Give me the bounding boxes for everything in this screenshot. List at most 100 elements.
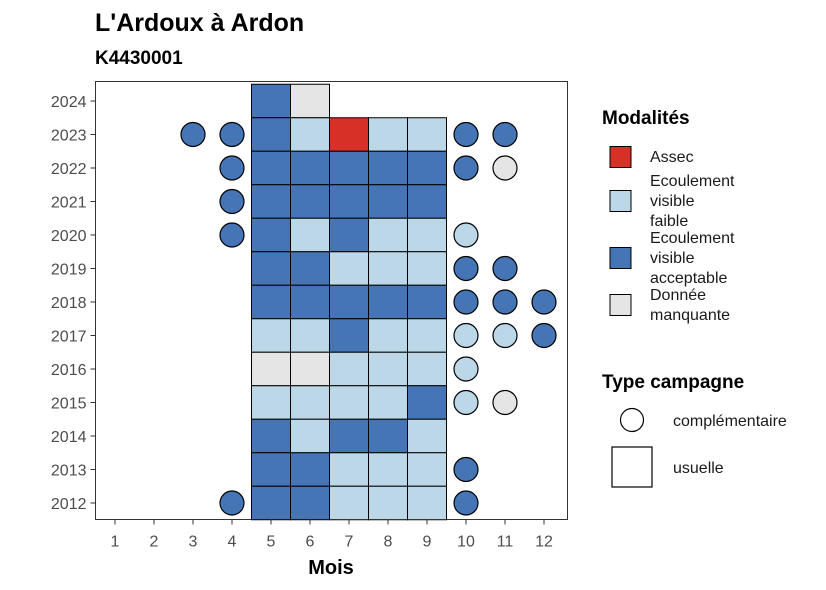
cell-usuelle-2013-7 [329, 452, 369, 487]
cell-usuelle-2019-8 [368, 251, 408, 286]
y-tick-label-2016: 2016 [51, 362, 87, 379]
cell-usuelle-2017-6 [290, 318, 330, 353]
x-axis-title: Mois [308, 557, 354, 579]
x-tick-label-2: 2 [150, 534, 159, 551]
legend-label-manquante-0: Donnée [650, 287, 706, 304]
y-axis: 2012 2013 2014 2015 2016 2017 2018 2019 2020 2021… [51, 94, 96, 513]
cell-usuelle-2017-8 [368, 318, 408, 353]
cell-complementaire-2018-10 [453, 289, 479, 315]
cell-usuelle-2018-8 [368, 284, 408, 320]
legend: Modalités AssecEcoulementvisiblefaibleEc… [602, 108, 787, 488]
cell-usuelle-2023-8 [368, 117, 408, 152]
cell-usuelle-2020-9 [407, 217, 447, 253]
cell-usuelle-2012-6 [290, 485, 330, 521]
cell-usuelle-2020-7 [329, 217, 369, 253]
y-tick-label-2022: 2022 [51, 161, 87, 178]
legend-key-faible [609, 190, 632, 212]
cell-usuelle-2016-8 [368, 351, 408, 387]
legend-title-modalites: Modalités [602, 108, 690, 129]
x-tick-label-9: 9 [423, 534, 432, 551]
cell-complementaire-2023-4 [219, 121, 245, 148]
cell-complementaire-2018-11 [492, 289, 518, 315]
cell-usuelle-2021-6 [290, 184, 330, 219]
cell-usuelle-2018-9 [407, 284, 447, 320]
y-tick-label-2018: 2018 [51, 295, 87, 312]
cell-usuelle-2014-5 [251, 418, 291, 454]
cell-usuelle-2014-6 [290, 418, 330, 454]
cell-usuelle-2013-9 [407, 452, 447, 487]
legend-title-campagne: Type campagne [602, 372, 744, 393]
cell-complementaire-2017-11 [492, 322, 518, 349]
cell-usuelle-2013-6 [290, 452, 330, 487]
x-tick-label-6: 6 [306, 534, 315, 551]
cell-usuelle-2019-9 [407, 251, 447, 286]
cell-usuelle-2014-9 [407, 418, 447, 454]
cell-usuelle-2020-6 [290, 217, 330, 253]
legend-label-acceptable-0: Ecoulement [650, 230, 735, 247]
cell-usuelle-2018-6 [290, 284, 330, 320]
y-tick-label-2014: 2014 [51, 429, 87, 446]
cell-usuelle-2023-5 [251, 117, 291, 152]
cell-complementaire-2019-11 [492, 255, 518, 282]
legend-label-faible-2: faible [650, 213, 688, 230]
legend-label-acceptable-1: visible [650, 250, 695, 267]
legend-modalites: AssecEcoulementvisiblefaibleEcoulementvi… [609, 146, 735, 324]
x-tick-label-7: 7 [345, 534, 354, 551]
cell-usuelle-2024-5 [251, 83, 291, 119]
y-tick-label-2021: 2021 [51, 195, 87, 212]
legend-label-manquante-1: manquante [650, 307, 730, 324]
cell-complementaire-2023-10 [453, 121, 479, 148]
cell-usuelle-2014-7 [329, 418, 369, 454]
y-tick-label-2019: 2019 [51, 262, 87, 279]
y-tick-label-2023: 2023 [51, 128, 87, 145]
cell-usuelle-2020-8 [368, 217, 408, 253]
cell-complementaire-2013-10 [453, 456, 479, 483]
cell-complementaire-2022-4 [219, 155, 245, 181]
cell-usuelle-2022-8 [368, 150, 408, 186]
cell-usuelle-2012-9 [407, 485, 447, 521]
cell-complementaire-2023-11 [492, 121, 518, 148]
cell-complementaire-2020-10 [453, 222, 479, 248]
cell-usuelle-2023-9 [407, 117, 447, 152]
y-tick-label-2012: 2012 [51, 496, 87, 513]
cell-usuelle-2015-8 [368, 385, 408, 420]
y-tick-label-2017: 2017 [51, 329, 87, 346]
cell-complementaire-2019-10 [453, 255, 479, 282]
cell-usuelle-2022-5 [251, 150, 291, 186]
cell-complementaire-2015-11 [492, 389, 518, 416]
cell-usuelle-2016-5 [251, 351, 291, 387]
cell-usuelle-2019-7 [329, 251, 369, 286]
cell-complementaire-2012-4 [219, 490, 245, 516]
cell-complementaire-2017-12 [531, 322, 557, 349]
cell-complementaire-2016-10 [453, 356, 479, 382]
cell-complementaire-2018-12 [531, 289, 557, 315]
cell-usuelle-2013-8 [368, 452, 408, 487]
legend-label-usuelle: usuelle [673, 460, 724, 477]
chart-subtitle: K4430001 [95, 48, 183, 69]
legend-key-usuelle [611, 446, 653, 488]
cell-usuelle-2012-7 [329, 485, 369, 521]
cell-usuelle-2012-5 [251, 485, 291, 521]
cell-complementaire-2015-10 [453, 389, 479, 416]
cell-usuelle-2022-7 [329, 150, 369, 186]
cell-complementaire-2017-10 [453, 322, 479, 349]
legend-label-complementaire: complémentaire [673, 413, 787, 430]
cell-usuelle-2014-8 [368, 418, 408, 454]
cell-usuelle-2015-5 [251, 385, 291, 420]
x-tick-label-1: 1 [111, 534, 120, 551]
y-tick-label-2015: 2015 [51, 396, 87, 413]
cell-complementaire-2020-4 [219, 222, 245, 248]
legend-label-assec-0: Assec [650, 149, 694, 166]
chart-title: L'Ardoux à Ardon [95, 9, 304, 37]
x-tick-label-11: 11 [497, 534, 514, 551]
cell-usuelle-2021-8 [368, 184, 408, 219]
cell-complementaire-2023-3 [180, 121, 206, 148]
x-tick-label-10: 10 [457, 534, 475, 551]
x-tick-label-5: 5 [267, 534, 276, 551]
cell-usuelle-2022-6 [290, 150, 330, 186]
legend-key-complementaire [619, 407, 645, 433]
cells-layer [180, 83, 557, 521]
legend-label-faible-0: Ecoulement [650, 173, 735, 190]
cell-usuelle-2021-9 [407, 184, 447, 219]
